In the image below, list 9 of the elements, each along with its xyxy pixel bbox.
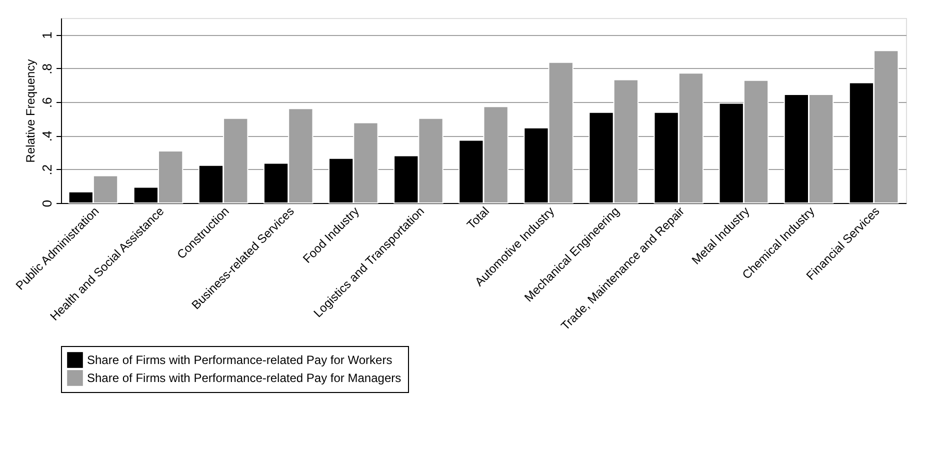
- y-tick-label: .4: [40, 130, 54, 142]
- y-tick-label: 0: [40, 200, 54, 208]
- y-tick-label: .8: [40, 64, 54, 74]
- legend-label: Share of Firms with Performance-related Pay for Managers: [87, 371, 402, 385]
- y-tick-label: .6: [40, 97, 54, 108]
- y-tick-label: 1: [40, 32, 54, 39]
- y-axis-title: Relative Frequency: [24, 59, 38, 163]
- legend-label: Share of Firms with Performance-related Pay for Workers: [87, 353, 392, 367]
- y-tick-label: .2: [40, 164, 54, 176]
